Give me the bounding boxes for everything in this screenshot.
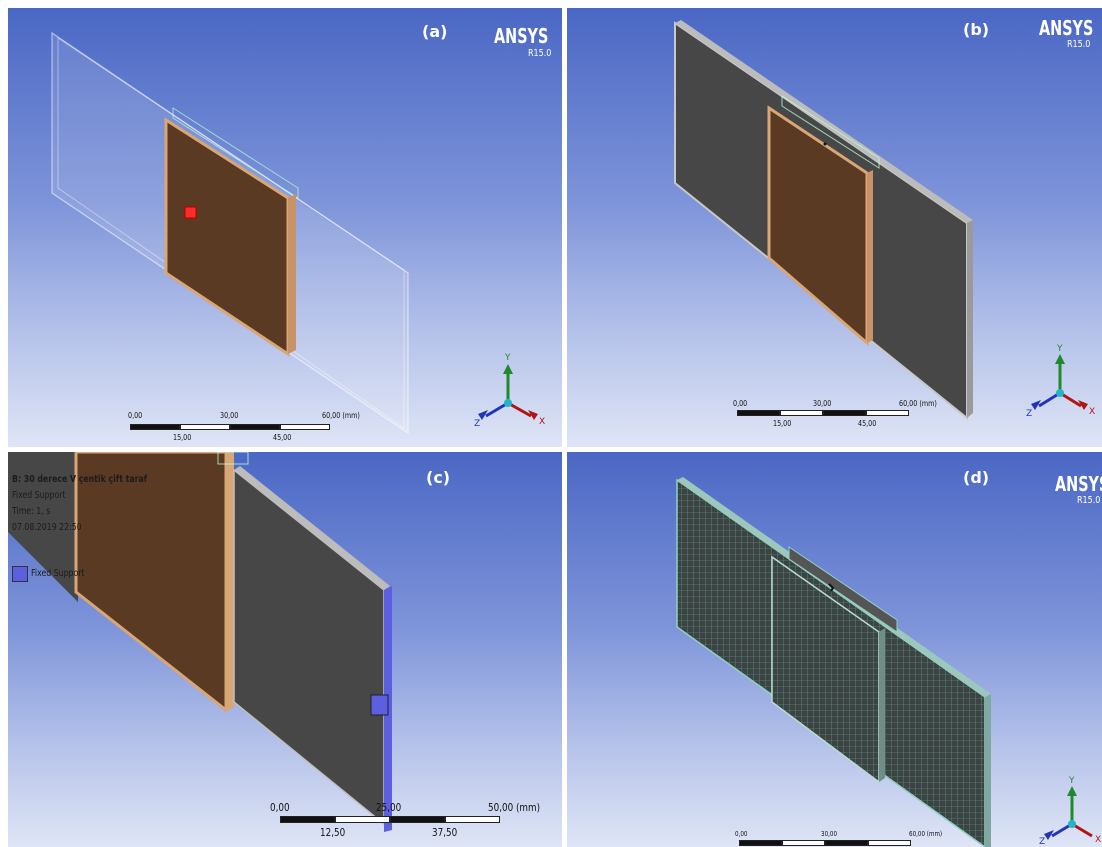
panel-label-a: (a) [422,22,448,41]
ansys-version: R15.0 [1077,495,1101,506]
legend-label: Fixed Support [31,568,85,579]
ansys-logo: ANSYS [1055,472,1102,496]
analysis-type: Fixed Support [12,490,66,501]
analysis-date: 07.08.2019 22:50 [12,522,82,533]
viewport-panel-b[interactable]: (b) ANSYS R15.0 0,00 30,00 60,00 (mm) 15… [567,8,1102,447]
legend-swatch [12,566,28,582]
ansys-logo: ANSYS [1039,16,1094,40]
scale-bar-c: 0,00 25,00 50,00 (mm) 12,50 37,50 [270,801,541,839]
panel-label-d: (d) [963,468,990,487]
panel-label-c: (c) [426,468,451,487]
ansys-version: R15.0 [1067,39,1091,50]
model-geometry-a [51,31,409,435]
viewport-panel-c[interactable]: B: 30 derece V çentik çift taraf Fixed S… [8,452,562,847]
fixed-support-marker [370,694,389,716]
model-geometry-b [674,20,973,421]
analysis-title: B: 30 derece V çentik çift taraf [12,474,148,485]
panel-label-b: (b) [963,20,990,39]
viewport-panel-d[interactable]: (d) ANSYS R15.0 0,00 30,00 60,00 (mm) Y … [567,452,1102,847]
scale-bar-d: 0,00 30,00 60,00 (mm) [735,830,945,847]
ansys-logo: ANSYS [494,24,549,48]
ansys-version: R15.0 [528,48,552,59]
analysis-time: Time: 1, s [12,506,51,517]
scale-bar-b: 0,00 30,00 60,00 (mm) 15,00 45,00 [733,399,937,428]
model-geometry-c [8,452,392,832]
scale-bar-a: 0,00 30,00 60,00 (mm) 15,00 45,00 [128,411,360,442]
load-marker [184,206,197,219]
viewport-panel-a[interactable]: (a) ANSYS R15.0 0,00 30,00 60,00 (mm) 15… [8,8,562,447]
mesh-geometry-d [676,477,991,847]
